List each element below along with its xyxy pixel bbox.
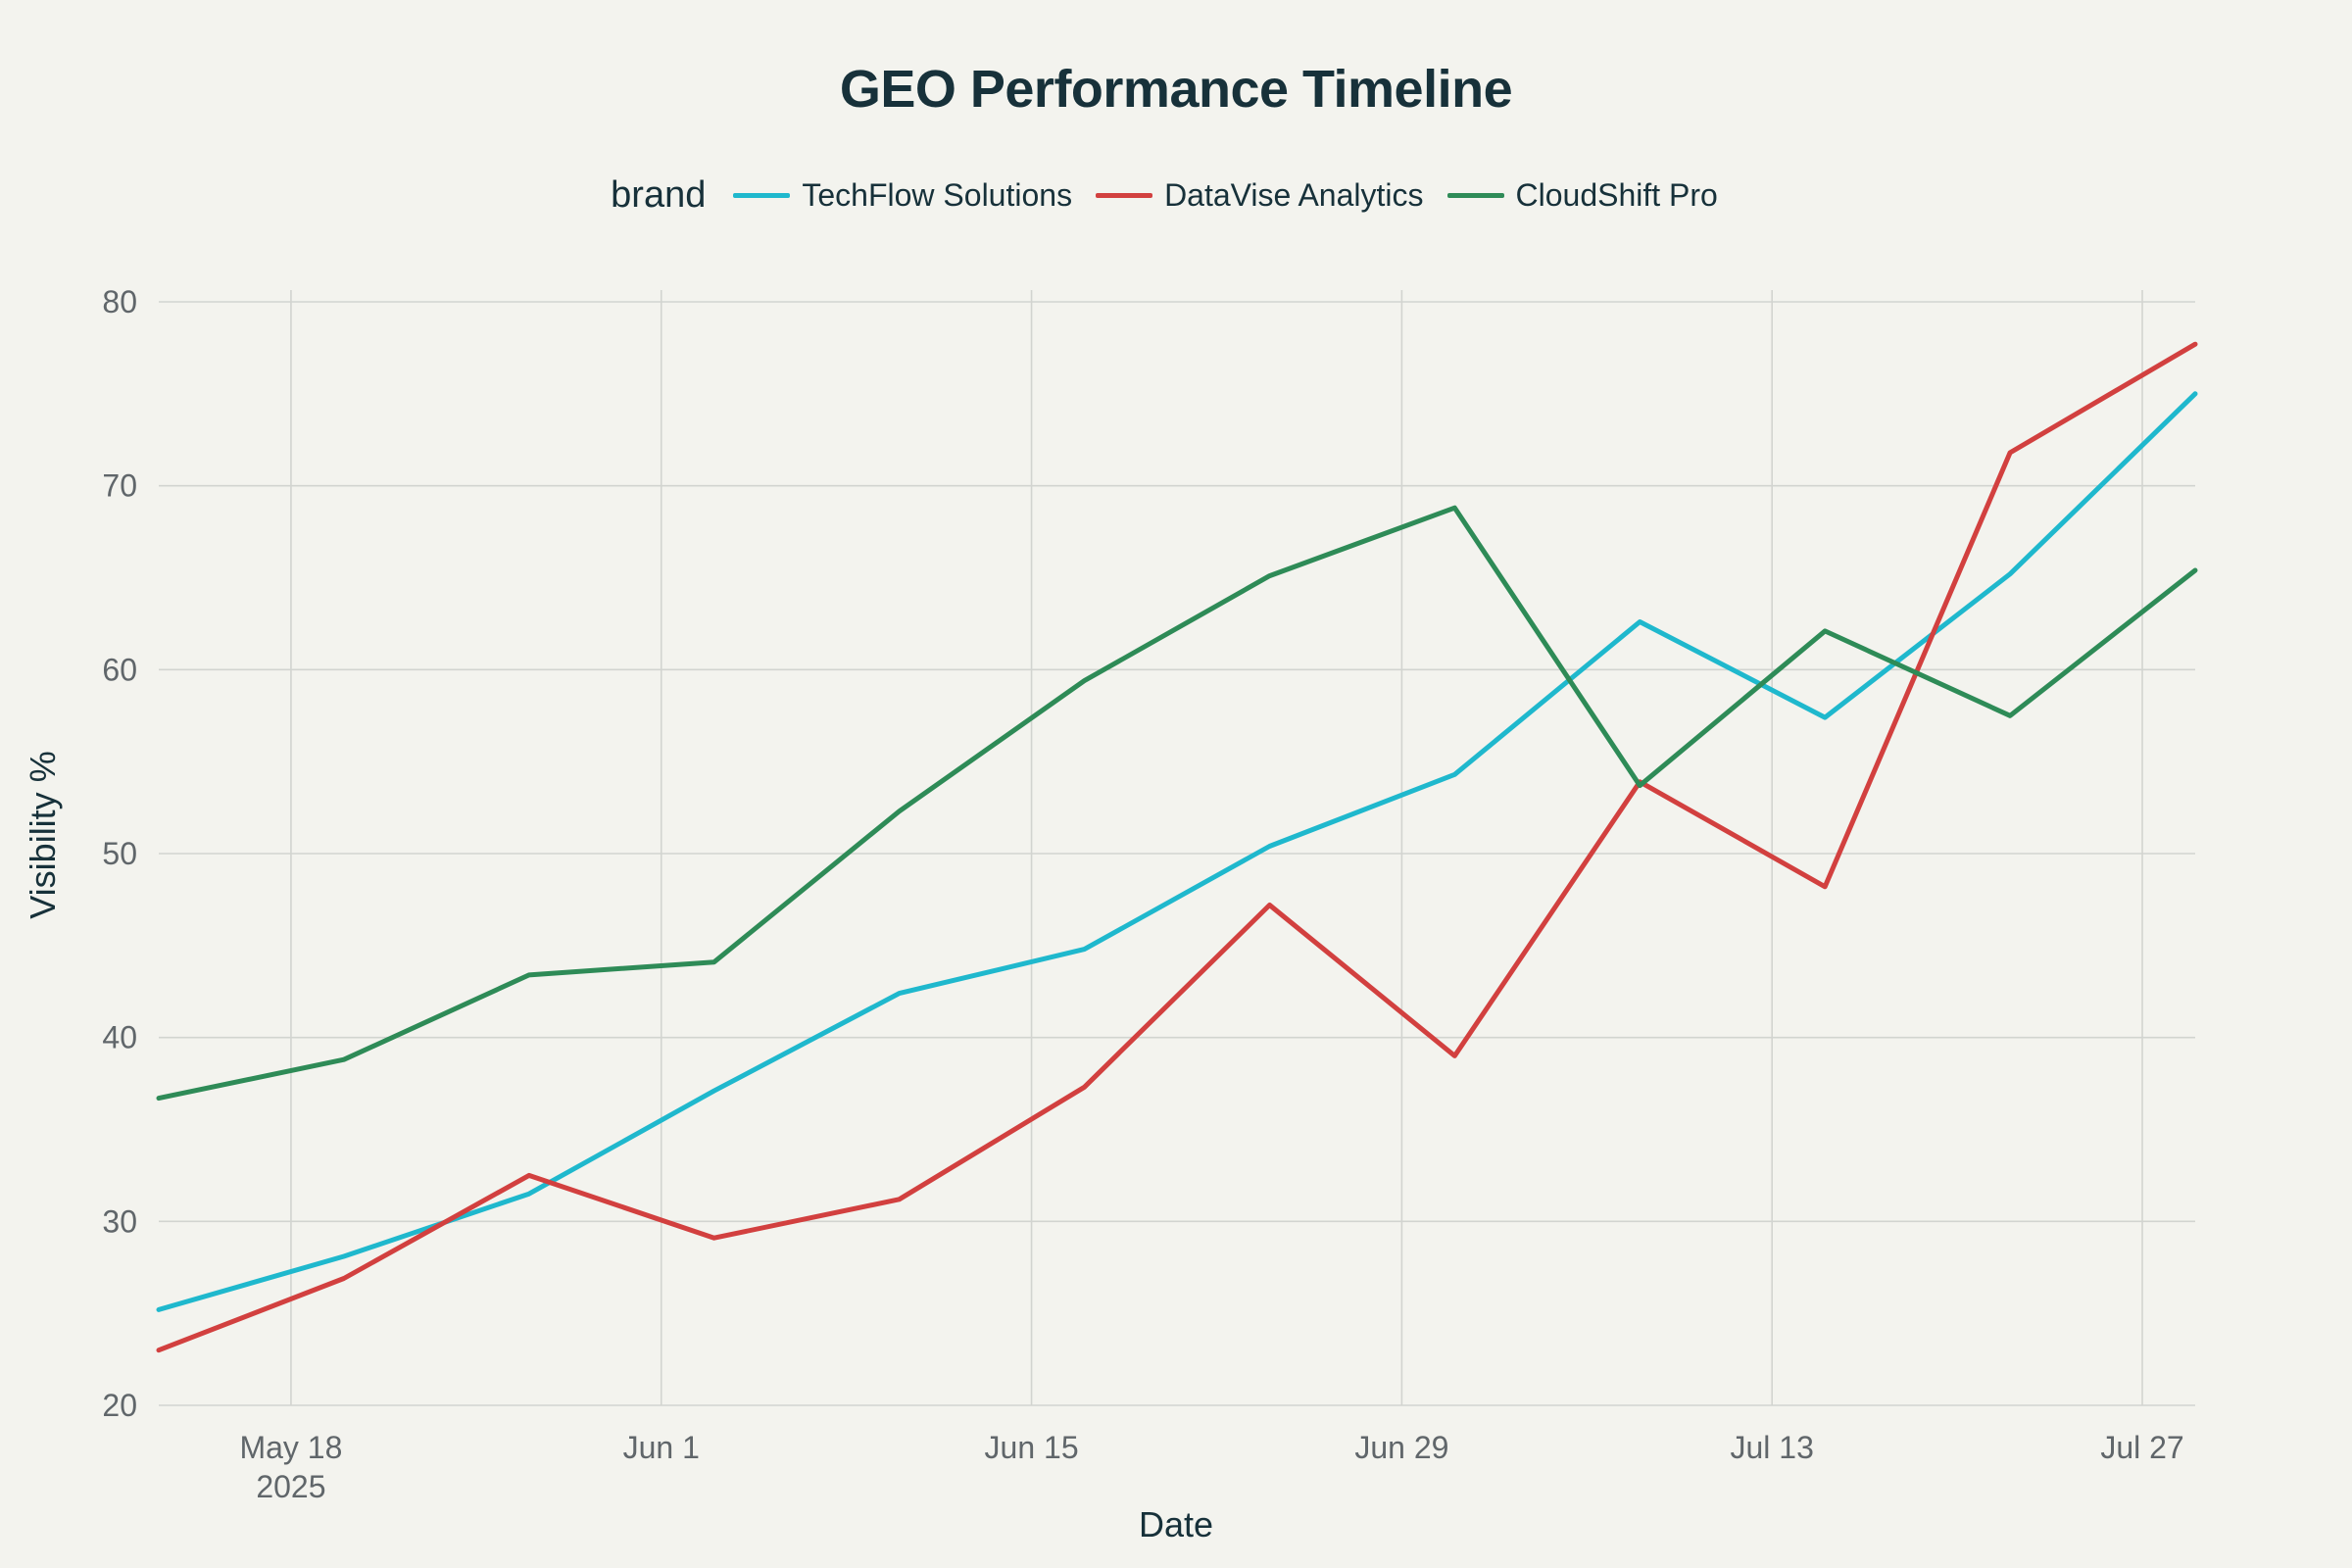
- x-tick-label: May 18: [239, 1430, 342, 1465]
- legend-item-techflow[interactable]: TechFlow Solutions: [733, 177, 1072, 214]
- legend: brand TechFlow Solutions DataVise Analyt…: [0, 174, 2352, 217]
- y-tick-label: 60: [102, 652, 137, 687]
- y-tick-label: 50: [102, 836, 137, 871]
- x-tick-year-label: 2025: [256, 1469, 325, 1504]
- legend-label-techflow: TechFlow Solutions: [802, 177, 1073, 213]
- y-axis-ticks: 20 30 40 50 60 70 80: [102, 284, 137, 1423]
- series-line-cloudshift-pro[interactable]: [156, 505, 2198, 1102]
- legend-swatch-datavise: [1096, 193, 1153, 198]
- legend-item-datavise[interactable]: DataVise Analytics: [1096, 177, 1424, 214]
- x-axis-ticks: May 18 2025 Jun 1 Jun 15 Jun 29 Jul 13 Jul 27: [239, 1430, 2183, 1504]
- x-tick-label: Jul 27: [2100, 1430, 2183, 1465]
- y-tick-label: 30: [102, 1203, 137, 1239]
- x-tick-label: Jul 13: [1731, 1430, 1814, 1465]
- y-tick-label: 70: [102, 468, 137, 504]
- legend-swatch-techflow: [733, 193, 791, 198]
- legend-label-cloudshift: CloudShift Pro: [1515, 177, 1718, 213]
- series-line-datavise-analytics[interactable]: [156, 341, 2198, 1353]
- legend-title: brand: [611, 174, 707, 216]
- y-tick-label: 80: [102, 284, 137, 319]
- series-lines: [156, 341, 2198, 1353]
- y-tick-label: 20: [102, 1388, 137, 1423]
- series-line-techflow-solutions[interactable]: [156, 391, 2198, 1312]
- x-tick-label: Jun 29: [1354, 1430, 1448, 1465]
- x-axis-title: Date: [1139, 1504, 1213, 1544]
- x-tick-label: Jun 1: [623, 1430, 700, 1465]
- legend-label-datavise: DataVise Analytics: [1164, 177, 1424, 213]
- legend-swatch-cloudshift: [1446, 193, 1504, 198]
- grid-lines: [159, 290, 2195, 1406]
- legend-item-cloudshift[interactable]: CloudShift Pro: [1446, 177, 1718, 214]
- x-tick-label: Jun 15: [985, 1430, 1079, 1465]
- chart-title: GEO Performance Timeline: [839, 60, 1513, 119]
- y-axis-title: Visibility %: [23, 751, 63, 918]
- y-tick-label: 40: [102, 1020, 137, 1055]
